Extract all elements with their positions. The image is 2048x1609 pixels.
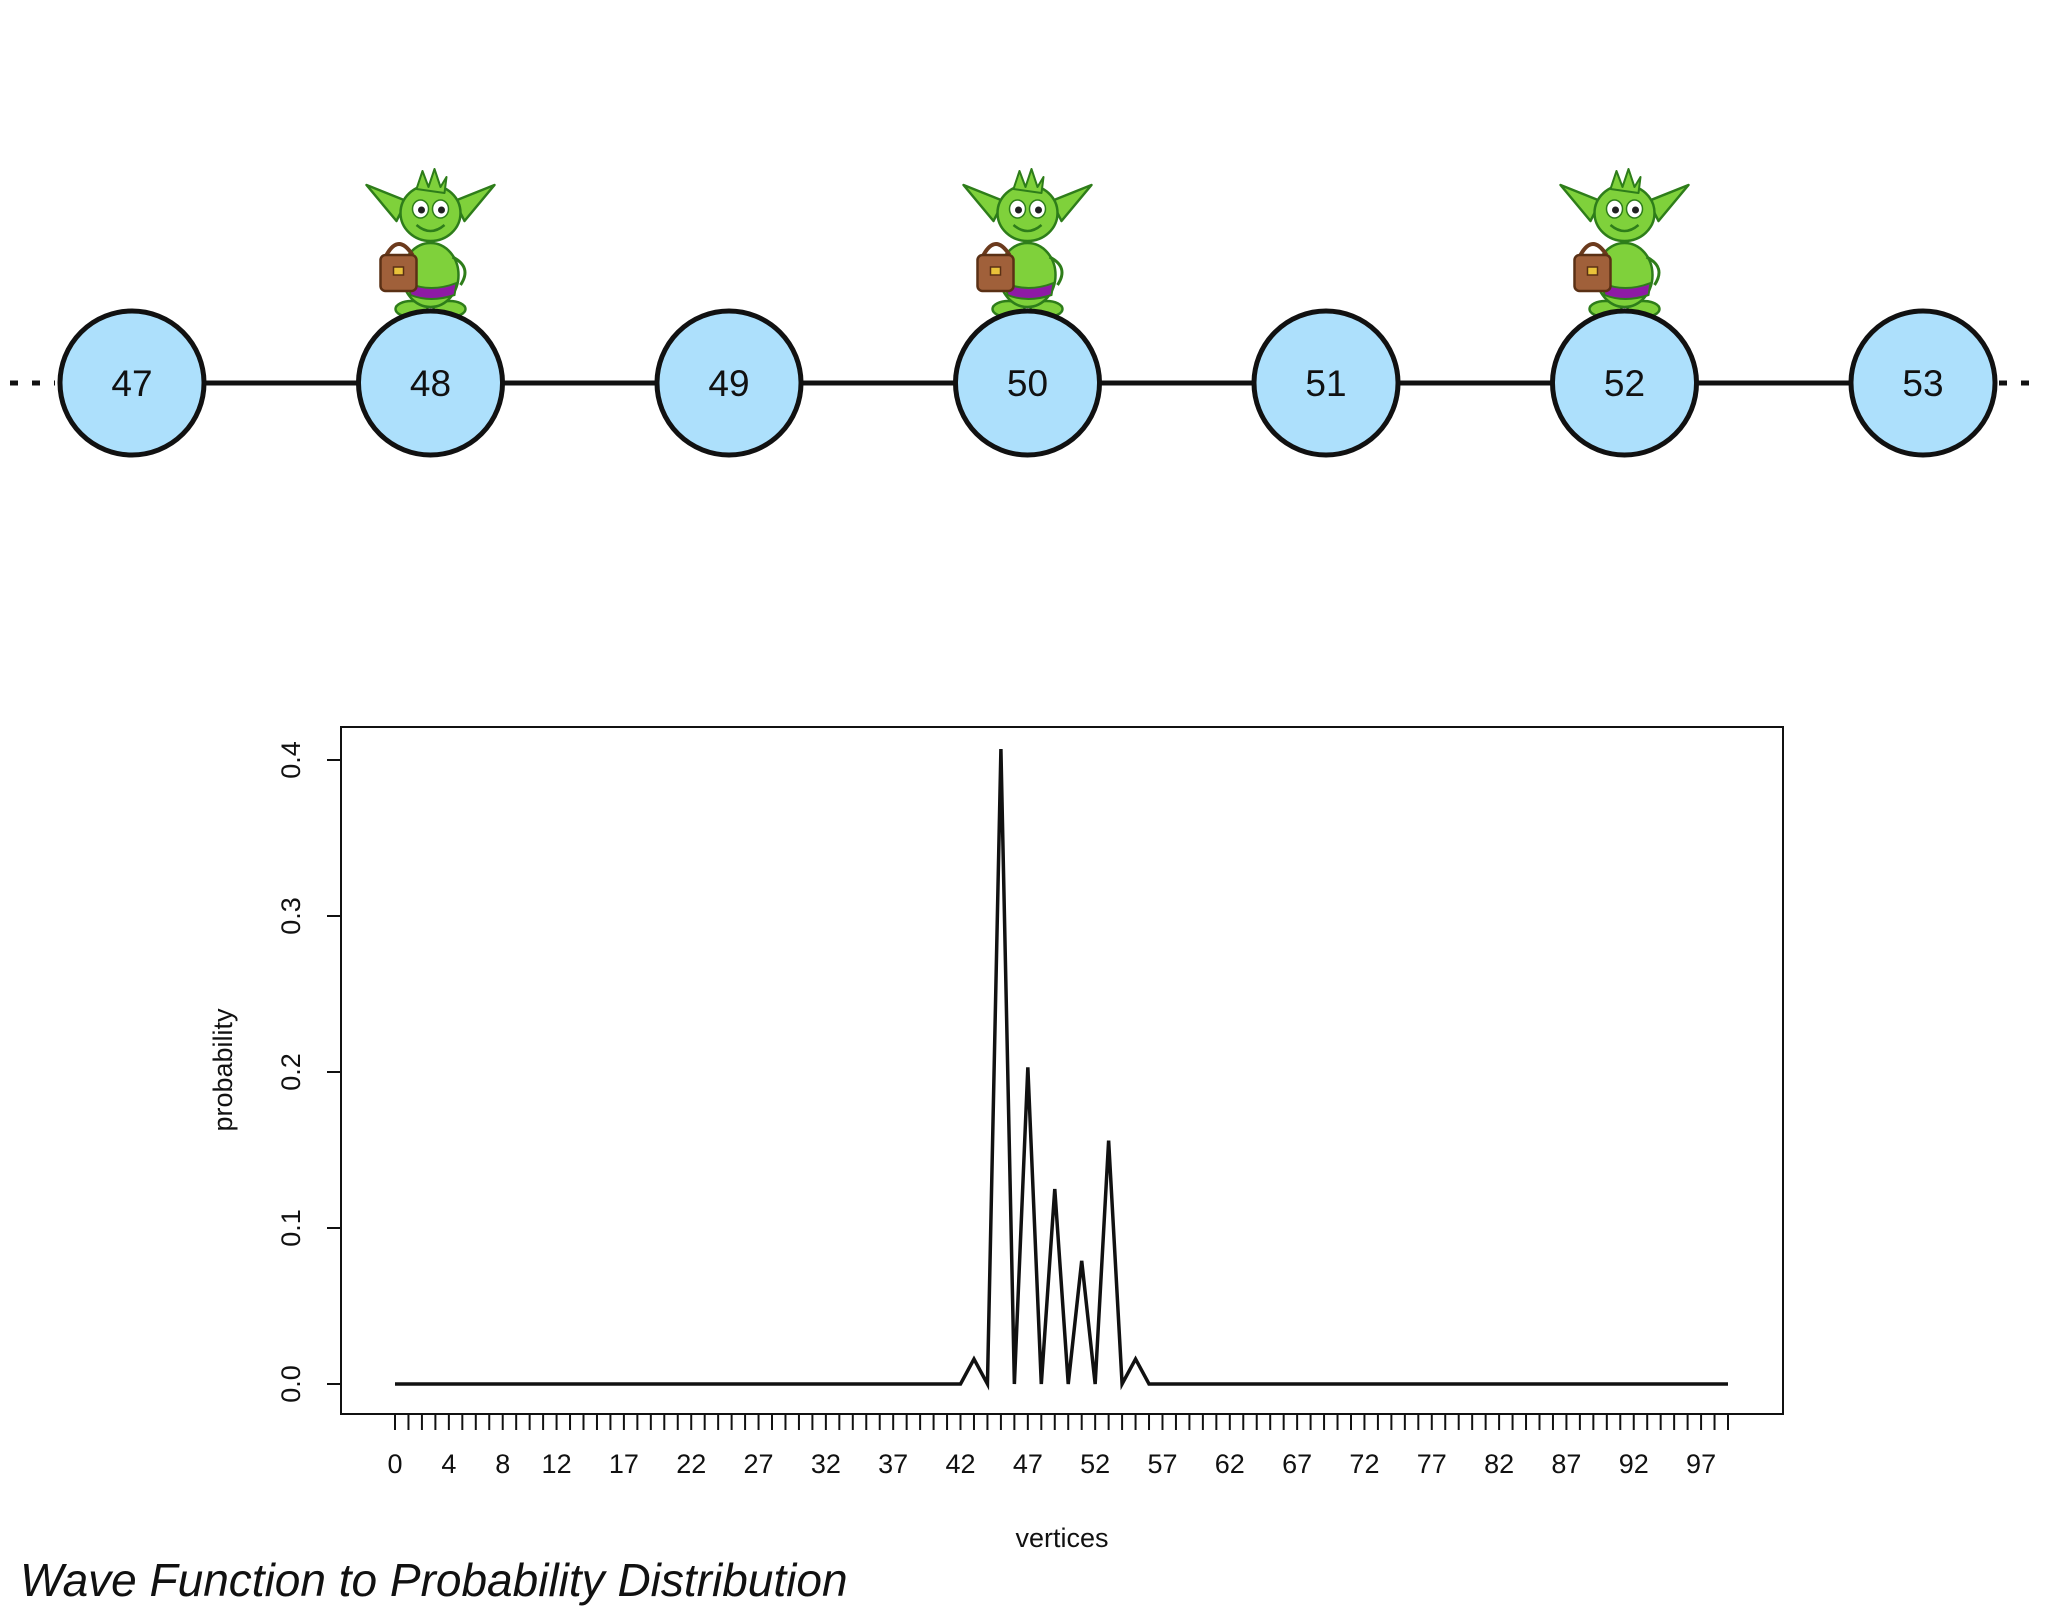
x-axis: 0 4 8 12 17 22 27 32 37 42 47 52 57 62 67 72 77 82 87 92 97	[387, 1413, 1729, 1479]
x-tick-label: 77	[1417, 1449, 1447, 1479]
caption: Wave Function to Probability Distributio…	[20, 1554, 848, 1606]
x-tick-label: 72	[1349, 1449, 1379, 1479]
y-tick-label: 0.4	[276, 741, 306, 779]
vertex-circle	[57, 308, 207, 458]
x-tick-label: 97	[1686, 1449, 1716, 1479]
x-tick-label: 47	[1013, 1449, 1043, 1479]
y-tick-label: 0.2	[276, 1053, 306, 1091]
vertex-circle	[953, 308, 1102, 458]
x-tick-label: 92	[1619, 1449, 1649, 1479]
vertex-label: 52	[1604, 363, 1645, 404]
probability-chart: 0.0 0.1 0.2 0.3 0.4 0 4 8 12 17 22 27 32 37 42 47 52 57 6…	[208, 726, 1784, 1553]
x-axis-label: vertices	[1015, 1523, 1108, 1553]
vertex-node-51: 51	[1251, 308, 1401, 458]
x-tick-label: 82	[1484, 1449, 1514, 1479]
x-tick-label: 67	[1282, 1449, 1312, 1479]
walker-goblin-icon	[365, 168, 496, 319]
x-tick-label: 22	[676, 1449, 706, 1479]
vertex-label: 48	[410, 363, 451, 404]
x-tick-label: 32	[811, 1449, 841, 1479]
vertex-circle	[1550, 308, 1699, 458]
vertex-label: 50	[1007, 363, 1048, 404]
y-tick-label: 0.1	[276, 1209, 306, 1247]
x-tick-label: 37	[878, 1449, 908, 1479]
vertex-circle	[356, 308, 505, 458]
x-tick-label: 57	[1147, 1449, 1177, 1479]
vertex-circle	[654, 308, 804, 458]
vertex-node-49: 49	[654, 308, 804, 458]
x-tick-label: 87	[1551, 1449, 1581, 1479]
y-tick-label: 0.0	[276, 1365, 306, 1403]
y-axis: 0.0 0.1 0.2 0.3 0.4	[276, 741, 342, 1403]
y-tick-label: 0.3	[276, 897, 306, 935]
vertex-node-53: 53	[1848, 308, 1998, 458]
walker-goblin-icon	[962, 168, 1093, 319]
vertex-node-50: 50	[953, 168, 1102, 458]
vertex-label: 49	[708, 363, 749, 404]
x-tick-label: 62	[1215, 1449, 1245, 1479]
y-axis-label: probability	[208, 1008, 238, 1132]
x-tick-label: 0	[387, 1449, 402, 1479]
x-tick-label: 12	[542, 1449, 572, 1479]
x-tick-label: 42	[945, 1449, 975, 1479]
vertex-node-47: 47	[57, 308, 207, 458]
x-tick-label: 17	[609, 1449, 639, 1479]
walker-goblin-icon	[1559, 168, 1690, 319]
vertex-label: 53	[1902, 363, 1943, 404]
x-tick-label: 52	[1080, 1449, 1110, 1479]
vertex-label: 47	[111, 363, 152, 404]
vertex-circle	[1251, 308, 1401, 458]
probability-series-line	[395, 749, 1728, 1391]
vertex-node-52: 52	[1550, 168, 1699, 458]
vertex-node-48: 48	[356, 168, 505, 458]
x-tick-label: 27	[744, 1449, 774, 1479]
vertex-circle	[1848, 308, 1998, 458]
x-tick-label: 8	[495, 1449, 510, 1479]
vertex-label: 51	[1305, 363, 1346, 404]
vertex-chain: 47 48 49 50 51 52 53	[10, 168, 2040, 458]
x-tick-label: 4	[441, 1449, 456, 1479]
